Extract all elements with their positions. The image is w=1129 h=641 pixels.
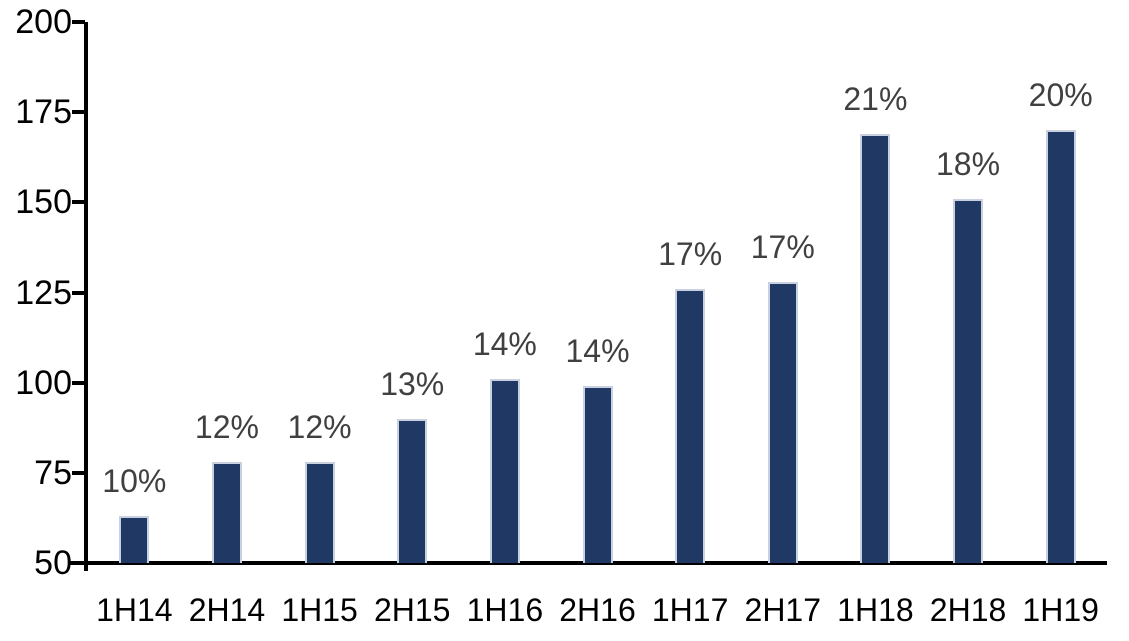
y-axis-tick	[72, 20, 85, 24]
x-axis-tick-label: 1H19	[1022, 592, 1099, 628]
bar-value-label: 17%	[750, 228, 815, 265]
y-axis-tick-label: 200	[15, 3, 72, 41]
bar-value-label: 18%	[936, 145, 1001, 182]
bar	[489, 379, 520, 563]
x-axis-tick-label: 1H14	[96, 592, 173, 628]
x-axis-tick-label: 2H18	[929, 592, 1007, 628]
bar-value-label: 21%	[843, 80, 908, 117]
x-axis-tick-label: 1H15	[281, 592, 358, 628]
bar-value-label: 13%	[380, 365, 445, 402]
y-axis-tick-label: 100	[15, 363, 72, 402]
y-axis-tick-label: 150	[15, 183, 72, 222]
bar	[211, 462, 242, 563]
bar-value-label: 14%	[565, 333, 630, 370]
bar	[1045, 130, 1076, 563]
bar	[675, 288, 706, 563]
bar-value-label: 10%	[102, 463, 167, 500]
y-axis-tick	[72, 380, 85, 385]
x-axis-tick-label: 1H17	[651, 592, 729, 628]
y-axis-tick	[72, 110, 85, 115]
x-axis-tick-label: 1H16	[466, 592, 544, 628]
bar-value-label: 14%	[472, 326, 537, 363]
y-axis-tick-label: 125	[15, 273, 72, 312]
y-axis-tick-label: 50	[34, 544, 72, 582]
bar-value-label: 20%	[1028, 77, 1093, 114]
bar	[397, 418, 428, 563]
y-axis-tick	[72, 470, 85, 475]
x-axis-tick-label: 2H15	[373, 592, 451, 628]
y-axis-line	[84, 22, 88, 571]
bar	[119, 516, 150, 563]
y-axis-tick-label: 75	[34, 453, 72, 492]
plot-area: 10% 12% 12% 13% 14% 14% 17% 17% 21% 18% 20%	[70, 20, 1107, 571]
y-axis-tick	[72, 290, 85, 295]
x-axis-tick-label: 2H17	[744, 592, 822, 628]
bar-value-label: 17%	[658, 235, 723, 272]
x-axis-tick-label: 2H14	[188, 592, 266, 628]
x-axis-tick-label: 1H18	[837, 592, 914, 628]
bar	[582, 386, 613, 563]
bar	[304, 462, 335, 563]
x-axis-line	[70, 561, 1107, 565]
y-axis-tick-label: 175	[15, 93, 72, 132]
bar	[860, 133, 891, 563]
bar-value-label: 12%	[194, 409, 259, 446]
y-axis-tick	[72, 561, 85, 565]
x-axis-tick-label: 2H16	[559, 592, 636, 628]
bar	[767, 281, 798, 563]
bar-value-label: 12%	[287, 409, 352, 446]
y-axis-tick	[72, 200, 85, 205]
bar	[953, 198, 984, 563]
